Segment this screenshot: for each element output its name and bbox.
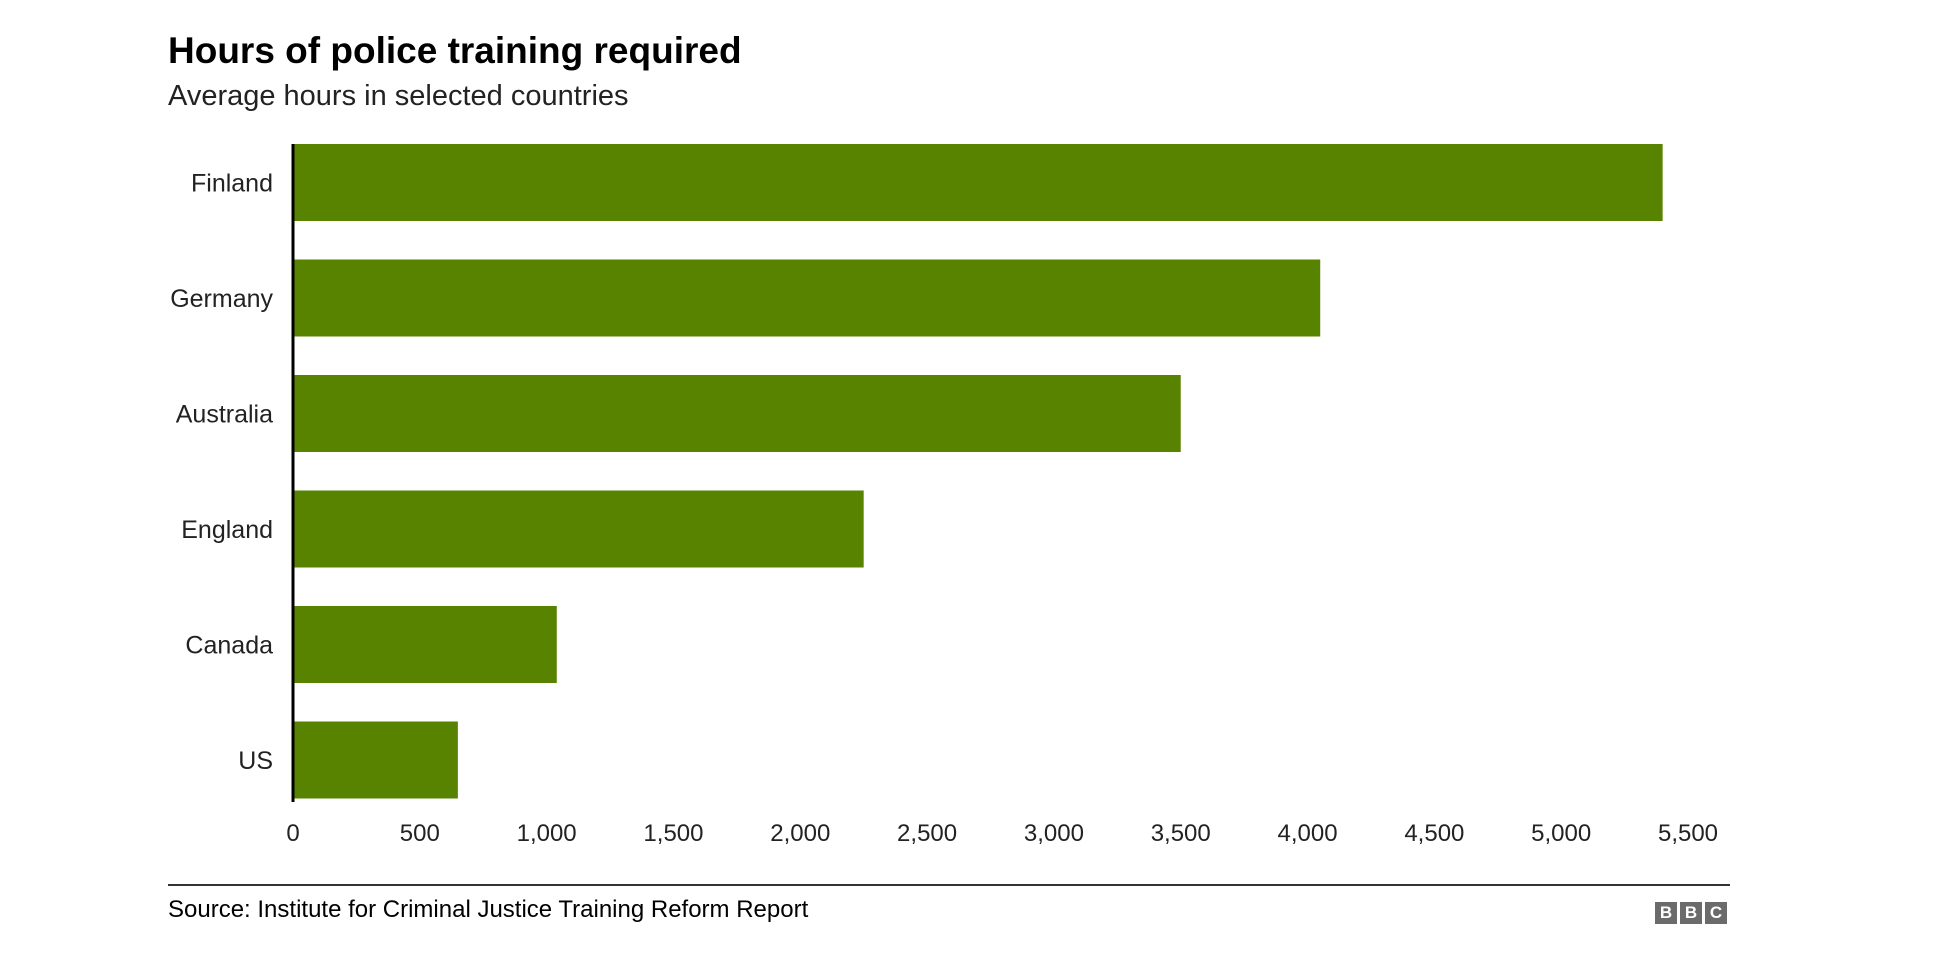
bbc-logo-letter: C — [1705, 902, 1727, 924]
bbc-logo-letter: B — [1655, 902, 1677, 924]
x-tick-label: 500 — [400, 820, 440, 847]
chart-title: Hours of police training required — [168, 30, 742, 71]
bar-germany — [293, 259, 1321, 337]
category-label: Germany — [170, 285, 273, 313]
category-label: Canada — [185, 632, 273, 660]
bbc-logo: B B C — [1655, 902, 1727, 924]
x-axis-tick-labels: 0 500 1,000 1,500 2,000 2,500 3,000 3,500 4,000 4… — [286, 820, 1718, 847]
x-tick-label: 4,500 — [1404, 820, 1464, 847]
bars-layer — [293, 144, 1663, 799]
x-tick-label: 1,000 — [517, 820, 577, 847]
footer-divider — [168, 884, 1730, 886]
x-tick-label: 3,500 — [1151, 820, 1211, 847]
x-tick-label: 3,000 — [1024, 820, 1084, 847]
x-tick-label: 4,000 — [1278, 820, 1338, 847]
category-label: US — [238, 747, 273, 775]
source-note: Source: Institute for Criminal Justice T… — [168, 896, 809, 923]
x-tick-label: 5,500 — [1658, 820, 1718, 847]
x-tick-label: 2,000 — [770, 820, 830, 847]
category-label: Australia — [176, 401, 273, 429]
x-tick-label: 5,000 — [1531, 820, 1591, 847]
bar-canada — [293, 606, 557, 683]
x-tick-label: 2,500 — [897, 820, 957, 847]
bar-england — [293, 490, 864, 568]
category-labels: Finland Germany Australia England Canada US — [170, 170, 273, 776]
bar-australia — [293, 375, 1181, 452]
bbc-logo-letter: B — [1680, 902, 1702, 924]
bar-us — [293, 721, 458, 799]
chart-subtitle: Average hours in selected countries — [168, 80, 629, 112]
x-tick-label: 1,500 — [643, 820, 703, 847]
x-tick-label: 0 — [286, 820, 299, 847]
category-label: Finland — [191, 170, 273, 198]
category-label: England — [181, 516, 273, 544]
bar-finland — [293, 144, 1663, 221]
